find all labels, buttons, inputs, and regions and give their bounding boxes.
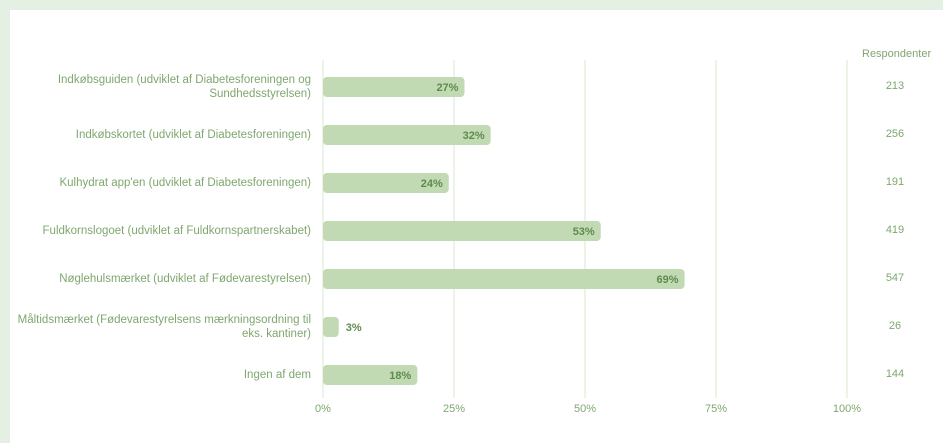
respondents-value: 191 <box>885 176 905 188</box>
category-label: Kulhydrat app'en (udviklet af Diabetesfo… <box>59 177 311 189</box>
respondents-value: 547 <box>885 272 905 284</box>
respondents-value: 213 <box>885 80 905 92</box>
category-label: Indkøbskortet (udviklet af Diabetesforen… <box>75 129 311 141</box>
category-label: Nøglehulsmærket (udviklet af Fødevaresty… <box>59 273 311 285</box>
category-label: Indkøbsguiden (udviklet af Diabetesforen… <box>57 74 311 100</box>
respondents-value: 26 <box>888 320 902 332</box>
respondents-header: Respondenter <box>862 48 932 60</box>
category-label: Fuldkornslogoet (udviklet af Fuldkornspa… <box>42 225 311 237</box>
category-label: Ingen af dem <box>243 369 311 381</box>
respondents-value: 419 <box>885 224 905 236</box>
respondents-value: 256 <box>885 128 905 140</box>
respondents-value: 144 <box>885 368 905 380</box>
category-label: Måltidsmærket (Fødevarestyrelsens mærkni… <box>17 314 311 340</box>
